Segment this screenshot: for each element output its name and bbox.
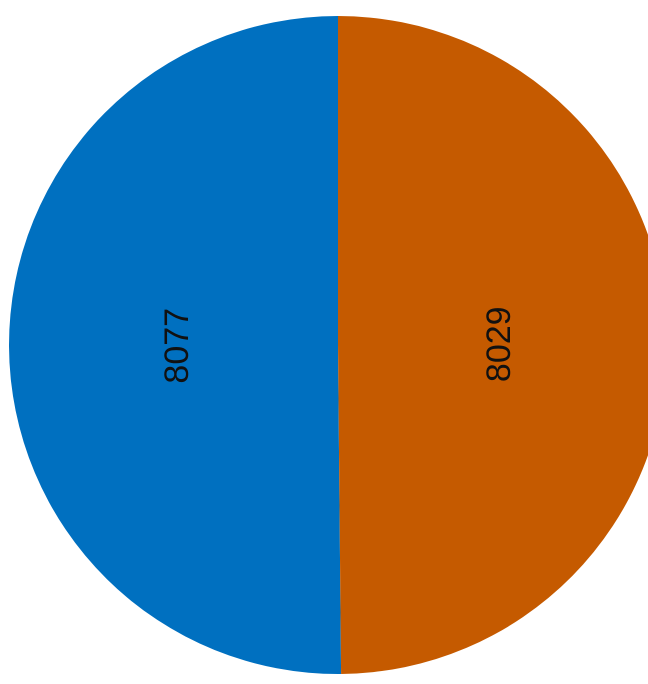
pie-slice-8077 [9,16,342,674]
pie-slice-8029 [338,16,648,674]
pie-slices [9,16,648,674]
pie-label-8077: 8077 [158,308,196,384]
pie-labels: 8077 8029 [158,306,518,383]
pie-label-8029: 8029 [480,306,518,382]
